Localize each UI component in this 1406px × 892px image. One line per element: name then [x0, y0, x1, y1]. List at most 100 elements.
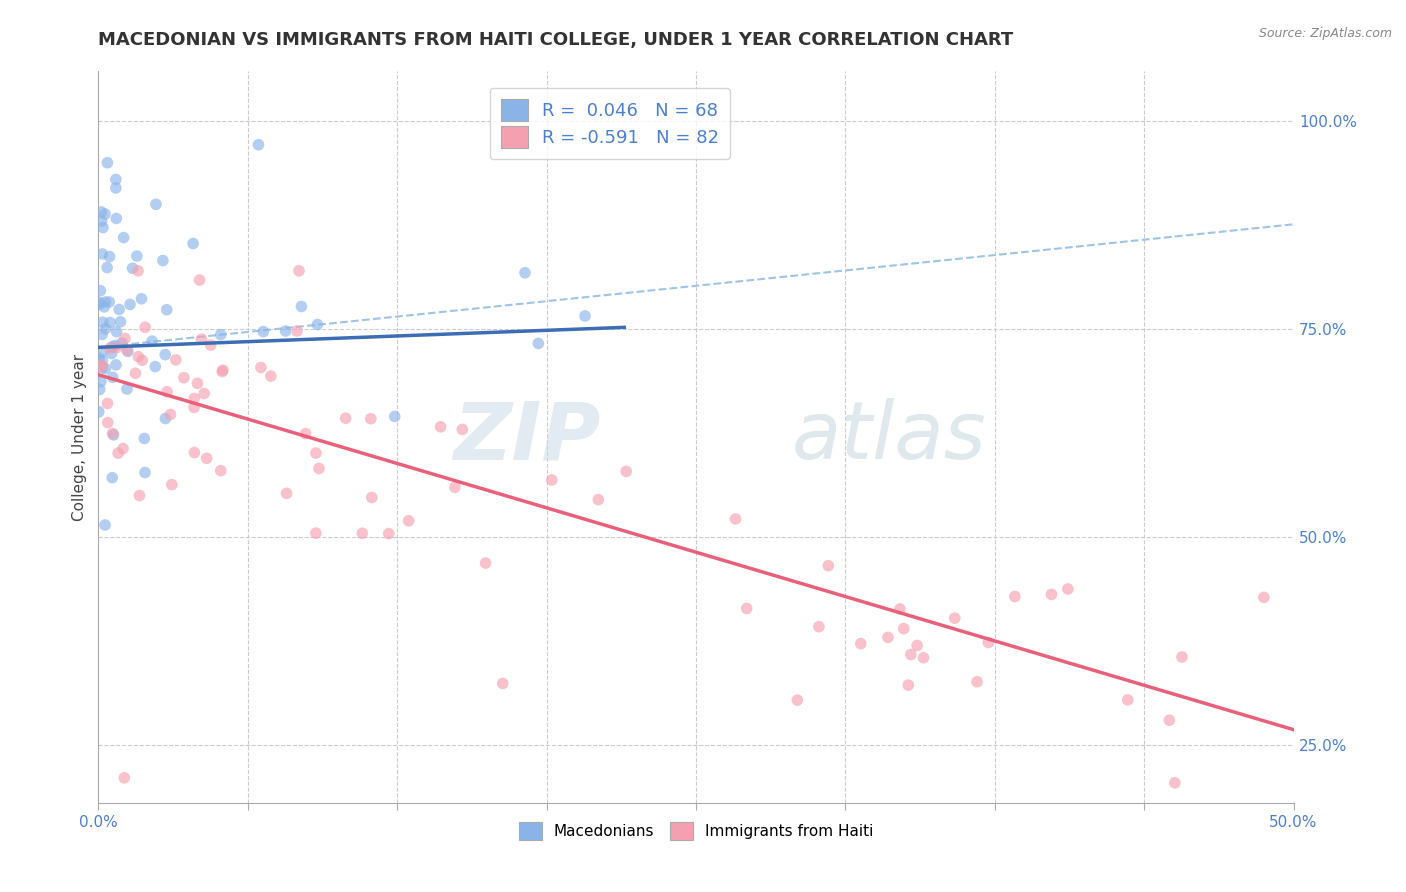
- Point: [105, 325, 128, 339]
- Point: [108, 302, 131, 317]
- Point: [211, 365, 233, 379]
- Point: [527, 336, 550, 351]
- Point: [183, 401, 205, 415]
- Point: [89, 297, 111, 311]
- Point: [89, 284, 111, 298]
- Point: [614, 464, 637, 478]
- Point: [96, 260, 118, 275]
- Point: [89, 383, 111, 397]
- Point: [183, 445, 205, 459]
- Point: [444, 480, 467, 494]
- Point: [131, 353, 153, 368]
- Point: [849, 637, 872, 651]
- Point: [155, 411, 177, 425]
- Point: [145, 197, 167, 211]
- Text: MACEDONIAN VS IMMIGRANTS FROM HAITI COLLEGE, UNDER 1 YEAR CORRELATION CHART: MACEDONIAN VS IMMIGRANTS FROM HAITI COLL…: [98, 31, 1014, 49]
- Point: [173, 370, 195, 384]
- Point: [540, 473, 562, 487]
- Point: [1040, 587, 1063, 601]
- Point: [105, 341, 128, 355]
- Point: [250, 360, 273, 375]
- Point: [94, 361, 117, 376]
- Point: [94, 295, 117, 310]
- Point: [115, 382, 138, 396]
- Point: [91, 247, 114, 261]
- Point: [735, 601, 758, 615]
- Point: [160, 477, 183, 491]
- Point: [94, 207, 117, 221]
- Point: [307, 318, 329, 332]
- Point: [125, 249, 148, 263]
- Point: [100, 346, 122, 360]
- Point: [889, 602, 911, 616]
- Point: [305, 526, 328, 541]
- Point: [127, 350, 149, 364]
- Point: [112, 771, 135, 785]
- Point: [285, 324, 308, 338]
- Point: [159, 408, 181, 422]
- Point: [1159, 713, 1181, 727]
- Point: [152, 253, 174, 268]
- Point: [89, 359, 111, 374]
- Point: [98, 316, 121, 330]
- Point: [105, 211, 128, 226]
- Point: [183, 392, 205, 406]
- Point: [724, 512, 747, 526]
- Point: [817, 558, 839, 573]
- Point: [134, 320, 156, 334]
- Text: ZIP: ZIP: [453, 398, 600, 476]
- Point: [1057, 582, 1080, 596]
- Point: [107, 446, 129, 460]
- Point: [104, 172, 127, 186]
- Point: [912, 650, 935, 665]
- Point: [155, 348, 177, 362]
- Point: [93, 300, 115, 314]
- Point: [335, 411, 357, 425]
- Point: [91, 359, 114, 373]
- Point: [111, 442, 134, 456]
- Point: [96, 156, 118, 170]
- Point: [91, 220, 114, 235]
- Point: [276, 486, 298, 500]
- Point: [305, 446, 328, 460]
- Point: [200, 338, 222, 352]
- Point: [89, 295, 111, 310]
- Point: [91, 327, 114, 342]
- Point: [134, 432, 156, 446]
- Point: [112, 230, 135, 244]
- Point: [90, 375, 112, 389]
- Point: [165, 352, 187, 367]
- Point: [87, 405, 110, 419]
- Point: [1164, 776, 1187, 790]
- Point: [90, 214, 112, 228]
- Point: [128, 489, 150, 503]
- Text: atlas: atlas: [792, 398, 987, 476]
- Point: [398, 514, 420, 528]
- Point: [1171, 650, 1194, 665]
- Point: [91, 315, 114, 329]
- Point: [127, 264, 149, 278]
- Point: [91, 360, 114, 375]
- Point: [98, 341, 121, 355]
- Text: Source: ZipAtlas.com: Source: ZipAtlas.com: [1258, 27, 1392, 40]
- Point: [429, 419, 451, 434]
- Point: [94, 321, 117, 335]
- Point: [807, 620, 830, 634]
- Y-axis label: College, Under 1 year: College, Under 1 year: [72, 353, 87, 521]
- Point: [786, 693, 808, 707]
- Point: [98, 295, 121, 310]
- Point: [121, 261, 143, 276]
- Point: [141, 334, 163, 348]
- Point: [209, 327, 232, 342]
- Point: [1116, 693, 1139, 707]
- Point: [247, 137, 270, 152]
- Point: [212, 363, 235, 377]
- Point: [360, 411, 382, 425]
- Point: [186, 376, 208, 391]
- Point: [156, 302, 179, 317]
- Point: [1004, 590, 1026, 604]
- Point: [492, 676, 515, 690]
- Point: [101, 370, 124, 384]
- Point: [115, 343, 138, 357]
- Point: [294, 426, 316, 441]
